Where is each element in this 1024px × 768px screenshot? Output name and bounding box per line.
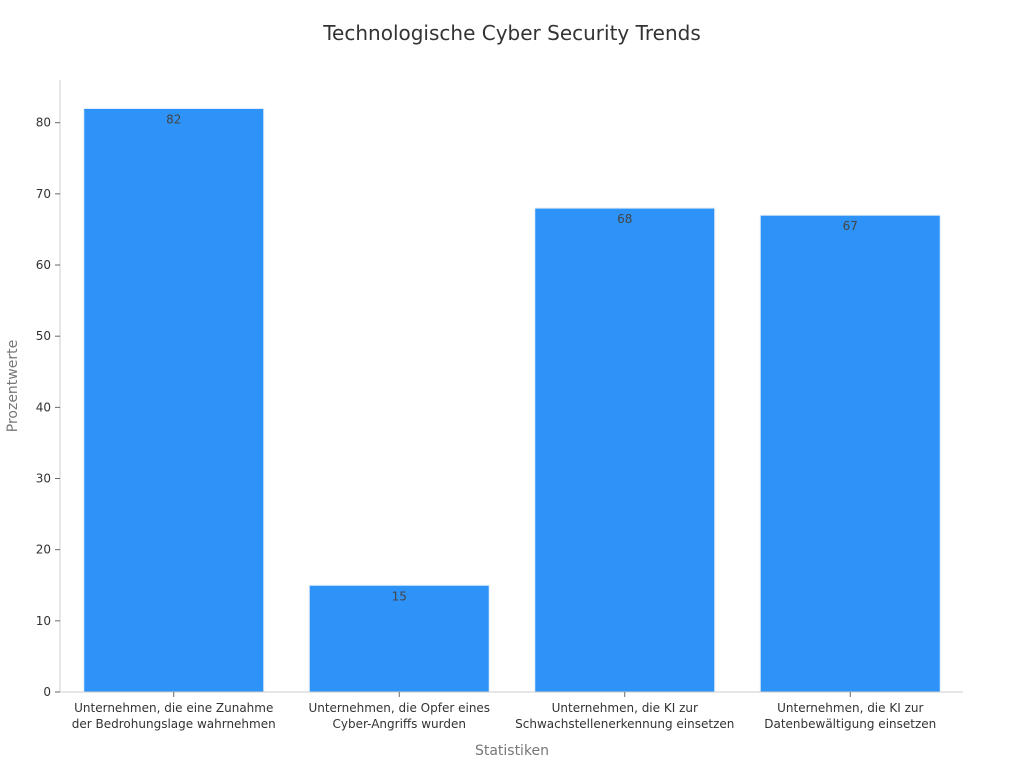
x-tick-label: Unternehmen, die KI zur bbox=[777, 701, 923, 715]
x-tick: Unternehmen, die Opfer eines Cyber-Angrif… bbox=[308, 692, 490, 731]
y-tick: 70 bbox=[36, 187, 60, 201]
y-tick: 50 bbox=[36, 329, 60, 343]
y-tick: 20 bbox=[36, 543, 60, 557]
y-tick-label: 30 bbox=[36, 472, 51, 486]
x-tick-label: Cyber-Angriffs wurden bbox=[333, 717, 467, 731]
bar-value-label: 82 bbox=[166, 112, 181, 126]
bar bbox=[83, 107, 265, 693]
y-tick-label: 80 bbox=[36, 116, 51, 130]
y-tick-label: 70 bbox=[36, 187, 51, 201]
y-axis-ticks: 0 10 20 30 40 50 60 70 80 bbox=[36, 116, 60, 699]
y-tick-label: 0 bbox=[43, 685, 51, 699]
x-tick-label: der Bedrohungslage wahrnehmen bbox=[72, 717, 276, 731]
x-axis-title: Statistiken bbox=[475, 743, 549, 759]
bar-value-label: 68 bbox=[617, 212, 632, 226]
bar-value-label: 67 bbox=[843, 219, 858, 233]
chart-title: Technologische Cyber Security Trends bbox=[322, 21, 701, 45]
y-tick-label: 40 bbox=[36, 400, 51, 414]
plot-area: 82 15 68 67 0 10 20 30 40 50 60 70 80 Unternehmen, … bbox=[36, 80, 963, 731]
y-tick: 30 bbox=[36, 472, 60, 486]
x-axis-ticks: Unternehmen, die eine Zunahme der Bedrohu… bbox=[72, 692, 936, 731]
x-tick-label: Unternehmen, die eine Zunahme bbox=[74, 701, 273, 715]
x-tick: Unternehmen, die KI zur Schwachstellenerk… bbox=[515, 692, 734, 731]
y-tick-label: 60 bbox=[36, 258, 51, 272]
y-tick-label: 20 bbox=[36, 543, 51, 557]
x-tick-label: Unternehmen, die KI zur bbox=[552, 701, 698, 715]
x-tick: Unternehmen, die eine Zunahme der Bedrohu… bbox=[72, 692, 276, 731]
y-axis-title: Prozentwerte bbox=[5, 340, 21, 432]
bar bbox=[308, 584, 490, 693]
y-tick-label: 50 bbox=[36, 329, 51, 343]
x-tick: Unternehmen, die KI zur Datenbewältigung … bbox=[764, 692, 936, 731]
data-labels-layer: 82 15 68 67 bbox=[166, 112, 858, 603]
y-tick: 0 bbox=[43, 685, 60, 699]
y-tick: 80 bbox=[36, 116, 60, 130]
bars-layer bbox=[83, 107, 941, 693]
y-tick-label: 10 bbox=[36, 614, 51, 628]
x-tick-label: Schwachstellenerkennung einsetzen bbox=[515, 717, 734, 731]
y-tick: 40 bbox=[36, 400, 60, 414]
x-tick-label: Unternehmen, die Opfer eines bbox=[308, 701, 490, 715]
bar-value-label: 15 bbox=[392, 589, 407, 603]
x-tick-label: Datenbewältigung einsetzen bbox=[764, 717, 936, 731]
y-tick: 10 bbox=[36, 614, 60, 628]
bar bbox=[759, 214, 941, 693]
y-tick: 60 bbox=[36, 258, 60, 272]
bar bbox=[534, 207, 716, 693]
